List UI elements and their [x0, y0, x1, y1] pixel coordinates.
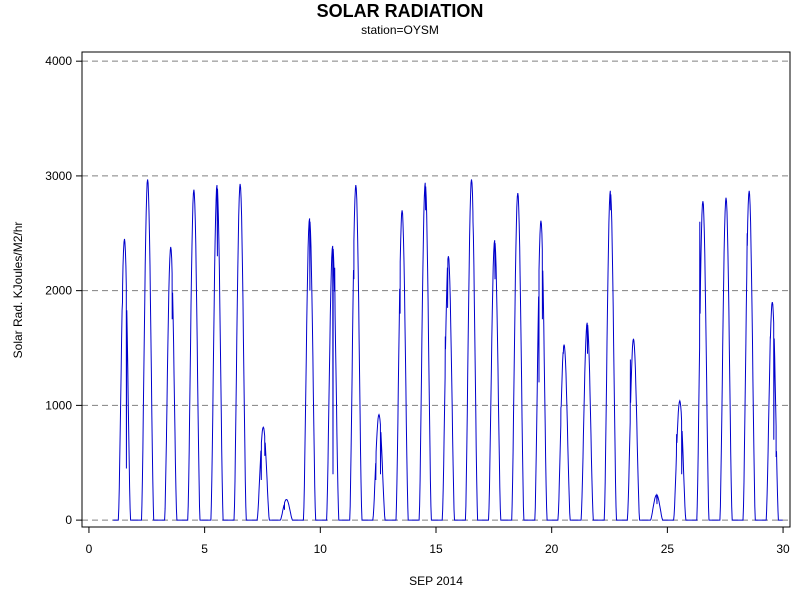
plot-frame	[81, 51, 791, 528]
gridlines	[82, 60, 790, 521]
y-axis: 0 1000 2000 3000 4000	[45, 54, 82, 527]
y-tick-label: 2000	[45, 284, 72, 298]
series-line	[113, 179, 783, 521]
y-tick-label: 4000	[45, 54, 72, 68]
chart-subtitle: station=OYSM	[361, 23, 439, 37]
y-tick-label: 3000	[45, 169, 72, 183]
x-axis-label: SEP 2014	[409, 574, 463, 588]
x-tick-label: 0	[86, 542, 93, 556]
y-tick-label: 1000	[45, 398, 72, 412]
x-tick-label: 5	[201, 542, 208, 556]
y-axis-label: Solar Rad. KJoules/M2/hr	[11, 222, 25, 359]
x-tick-label: 25	[661, 542, 675, 556]
x-tick-label: 10	[314, 542, 328, 556]
chart-title: SOLAR RADIATION	[316, 1, 484, 21]
series-layer	[113, 179, 783, 521]
x-tick-label: 15	[429, 542, 443, 556]
y-tick-label: 0	[65, 513, 72, 527]
x-tick-label: 30	[776, 542, 790, 556]
x-axis: 0 5 10 15 20 25 30	[86, 527, 790, 556]
x-tick-label: 20	[545, 542, 559, 556]
